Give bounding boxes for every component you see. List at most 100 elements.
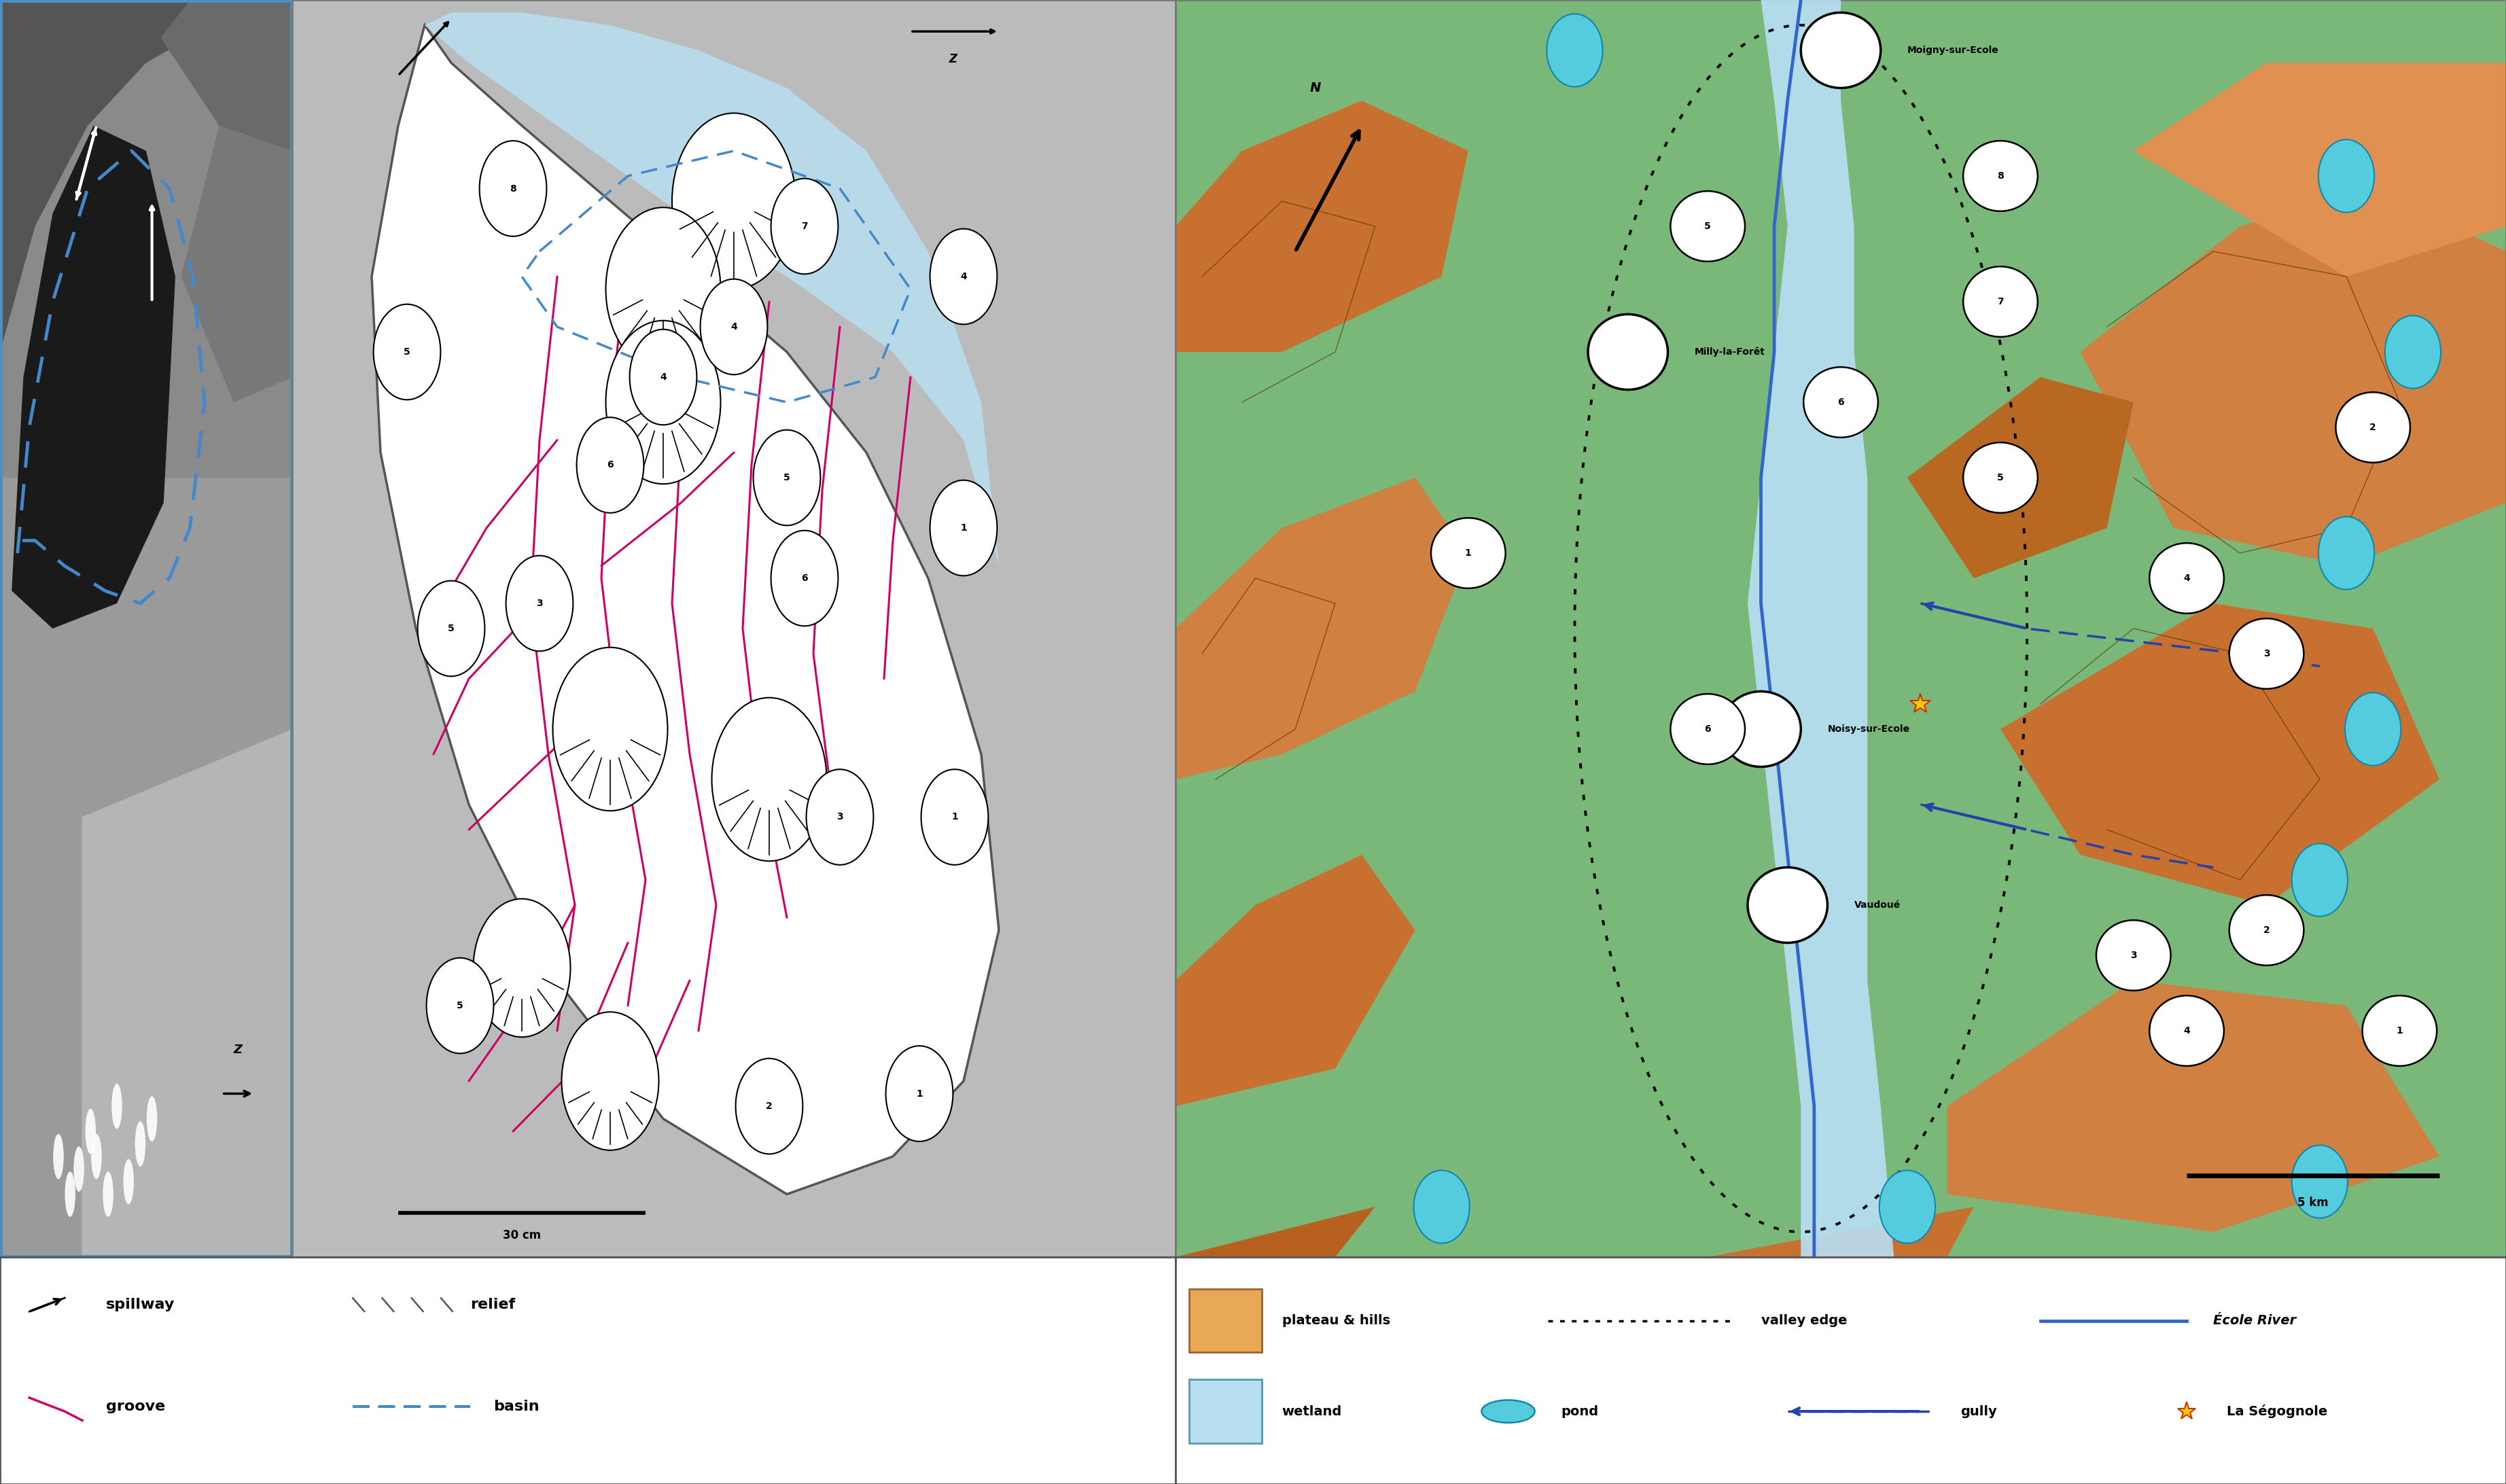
Polygon shape	[160, 0, 293, 151]
Circle shape	[73, 1147, 85, 1192]
Circle shape	[629, 329, 697, 424]
Circle shape	[561, 1012, 659, 1150]
Text: Moigny-sur-Ecole: Moigny-sur-Ecole	[1907, 46, 2000, 55]
Text: 4: 4	[960, 272, 967, 282]
Circle shape	[1962, 267, 2037, 337]
Circle shape	[1672, 695, 1744, 764]
Polygon shape	[424, 12, 1000, 565]
Text: 6: 6	[1704, 724, 1712, 735]
Text: 6: 6	[1837, 398, 1844, 407]
Ellipse shape	[1413, 1171, 1469, 1244]
Bar	[1188, 1288, 1263, 1352]
Text: Z: Z	[950, 53, 957, 65]
Text: 6: 6	[802, 573, 807, 583]
Ellipse shape	[2293, 843, 2348, 917]
Text: École River: École River	[2213, 1315, 2295, 1327]
Text: 5: 5	[449, 623, 454, 634]
Text: Milly-la-Forêt: Milly-la-Forêt	[1694, 347, 1764, 356]
Text: 5: 5	[1704, 221, 1712, 232]
Circle shape	[53, 1134, 63, 1180]
Circle shape	[576, 417, 644, 513]
Polygon shape	[1175, 1206, 1376, 1257]
Circle shape	[885, 1046, 952, 1141]
Text: 2: 2	[2371, 423, 2376, 432]
Ellipse shape	[1481, 1399, 1534, 1423]
Circle shape	[2230, 895, 2303, 966]
Text: 7: 7	[1997, 297, 2005, 307]
Text: 3: 3	[2130, 951, 2138, 960]
Polygon shape	[1175, 855, 1416, 1106]
Circle shape	[85, 1109, 95, 1155]
Text: relief: relief	[471, 1298, 516, 1312]
Text: 1: 1	[1466, 549, 1471, 558]
Polygon shape	[2133, 62, 2506, 276]
Circle shape	[2150, 996, 2223, 1066]
Text: 7: 7	[802, 221, 807, 232]
Polygon shape	[1175, 101, 1469, 352]
Circle shape	[113, 1083, 123, 1129]
Circle shape	[103, 1171, 113, 1217]
Circle shape	[474, 899, 571, 1037]
Text: plateau & hills: plateau & hills	[1283, 1315, 1391, 1327]
Circle shape	[1962, 141, 2037, 211]
Circle shape	[772, 530, 837, 626]
Text: 2: 2	[2263, 926, 2270, 935]
Polygon shape	[180, 126, 293, 402]
Circle shape	[737, 1058, 802, 1155]
Circle shape	[148, 1097, 158, 1141]
Circle shape	[2150, 543, 2223, 613]
Text: 8: 8	[509, 184, 516, 193]
Polygon shape	[2000, 604, 2438, 905]
Circle shape	[807, 769, 875, 865]
Text: Noisy-sur-Ecole: Noisy-sur-Ecole	[1827, 724, 1910, 735]
Polygon shape	[0, 478, 293, 1257]
Text: 4: 4	[2183, 1025, 2190, 1036]
Text: 5 km: 5 km	[2298, 1196, 2328, 1209]
Text: 3: 3	[536, 598, 544, 608]
Text: gully: gully	[1960, 1405, 1997, 1417]
Text: 1: 1	[2396, 1025, 2403, 1036]
Text: 5: 5	[1997, 473, 2005, 482]
Text: 5: 5	[784, 473, 789, 482]
Circle shape	[90, 1134, 103, 1180]
Text: 1: 1	[960, 524, 967, 533]
Circle shape	[930, 481, 997, 576]
Circle shape	[1722, 692, 1802, 767]
Text: N: N	[1311, 82, 1321, 95]
Circle shape	[1672, 191, 1744, 261]
Text: La Ségognole: La Ségognole	[2228, 1404, 2328, 1419]
Circle shape	[772, 178, 837, 275]
Ellipse shape	[2318, 516, 2373, 589]
Text: basin: basin	[494, 1399, 539, 1414]
Ellipse shape	[2318, 139, 2373, 212]
Circle shape	[754, 430, 819, 525]
Polygon shape	[13, 126, 175, 629]
Circle shape	[2095, 920, 2170, 990]
Ellipse shape	[2386, 316, 2441, 389]
Circle shape	[506, 555, 574, 651]
Text: 5: 5	[456, 1000, 464, 1011]
Text: wetland: wetland	[1283, 1405, 1341, 1417]
Circle shape	[712, 697, 827, 861]
Ellipse shape	[2346, 693, 2401, 766]
Circle shape	[1802, 12, 1880, 88]
Circle shape	[1747, 867, 1827, 942]
Circle shape	[123, 1159, 133, 1204]
Circle shape	[373, 304, 441, 399]
Polygon shape	[83, 729, 293, 1257]
Text: valley edge: valley edge	[1762, 1315, 1847, 1327]
Circle shape	[1804, 367, 1877, 438]
Circle shape	[672, 113, 797, 289]
Polygon shape	[2080, 188, 2506, 565]
Text: 1: 1	[917, 1089, 922, 1098]
Polygon shape	[371, 25, 1000, 1195]
Text: 6: 6	[606, 460, 614, 470]
Circle shape	[1589, 315, 1669, 390]
Circle shape	[606, 321, 722, 484]
Text: 3: 3	[837, 812, 842, 822]
Ellipse shape	[1880, 1171, 1935, 1244]
Text: 4: 4	[659, 372, 667, 381]
Polygon shape	[1747, 0, 1895, 1257]
Circle shape	[65, 1171, 75, 1217]
Text: 5: 5	[403, 347, 411, 356]
